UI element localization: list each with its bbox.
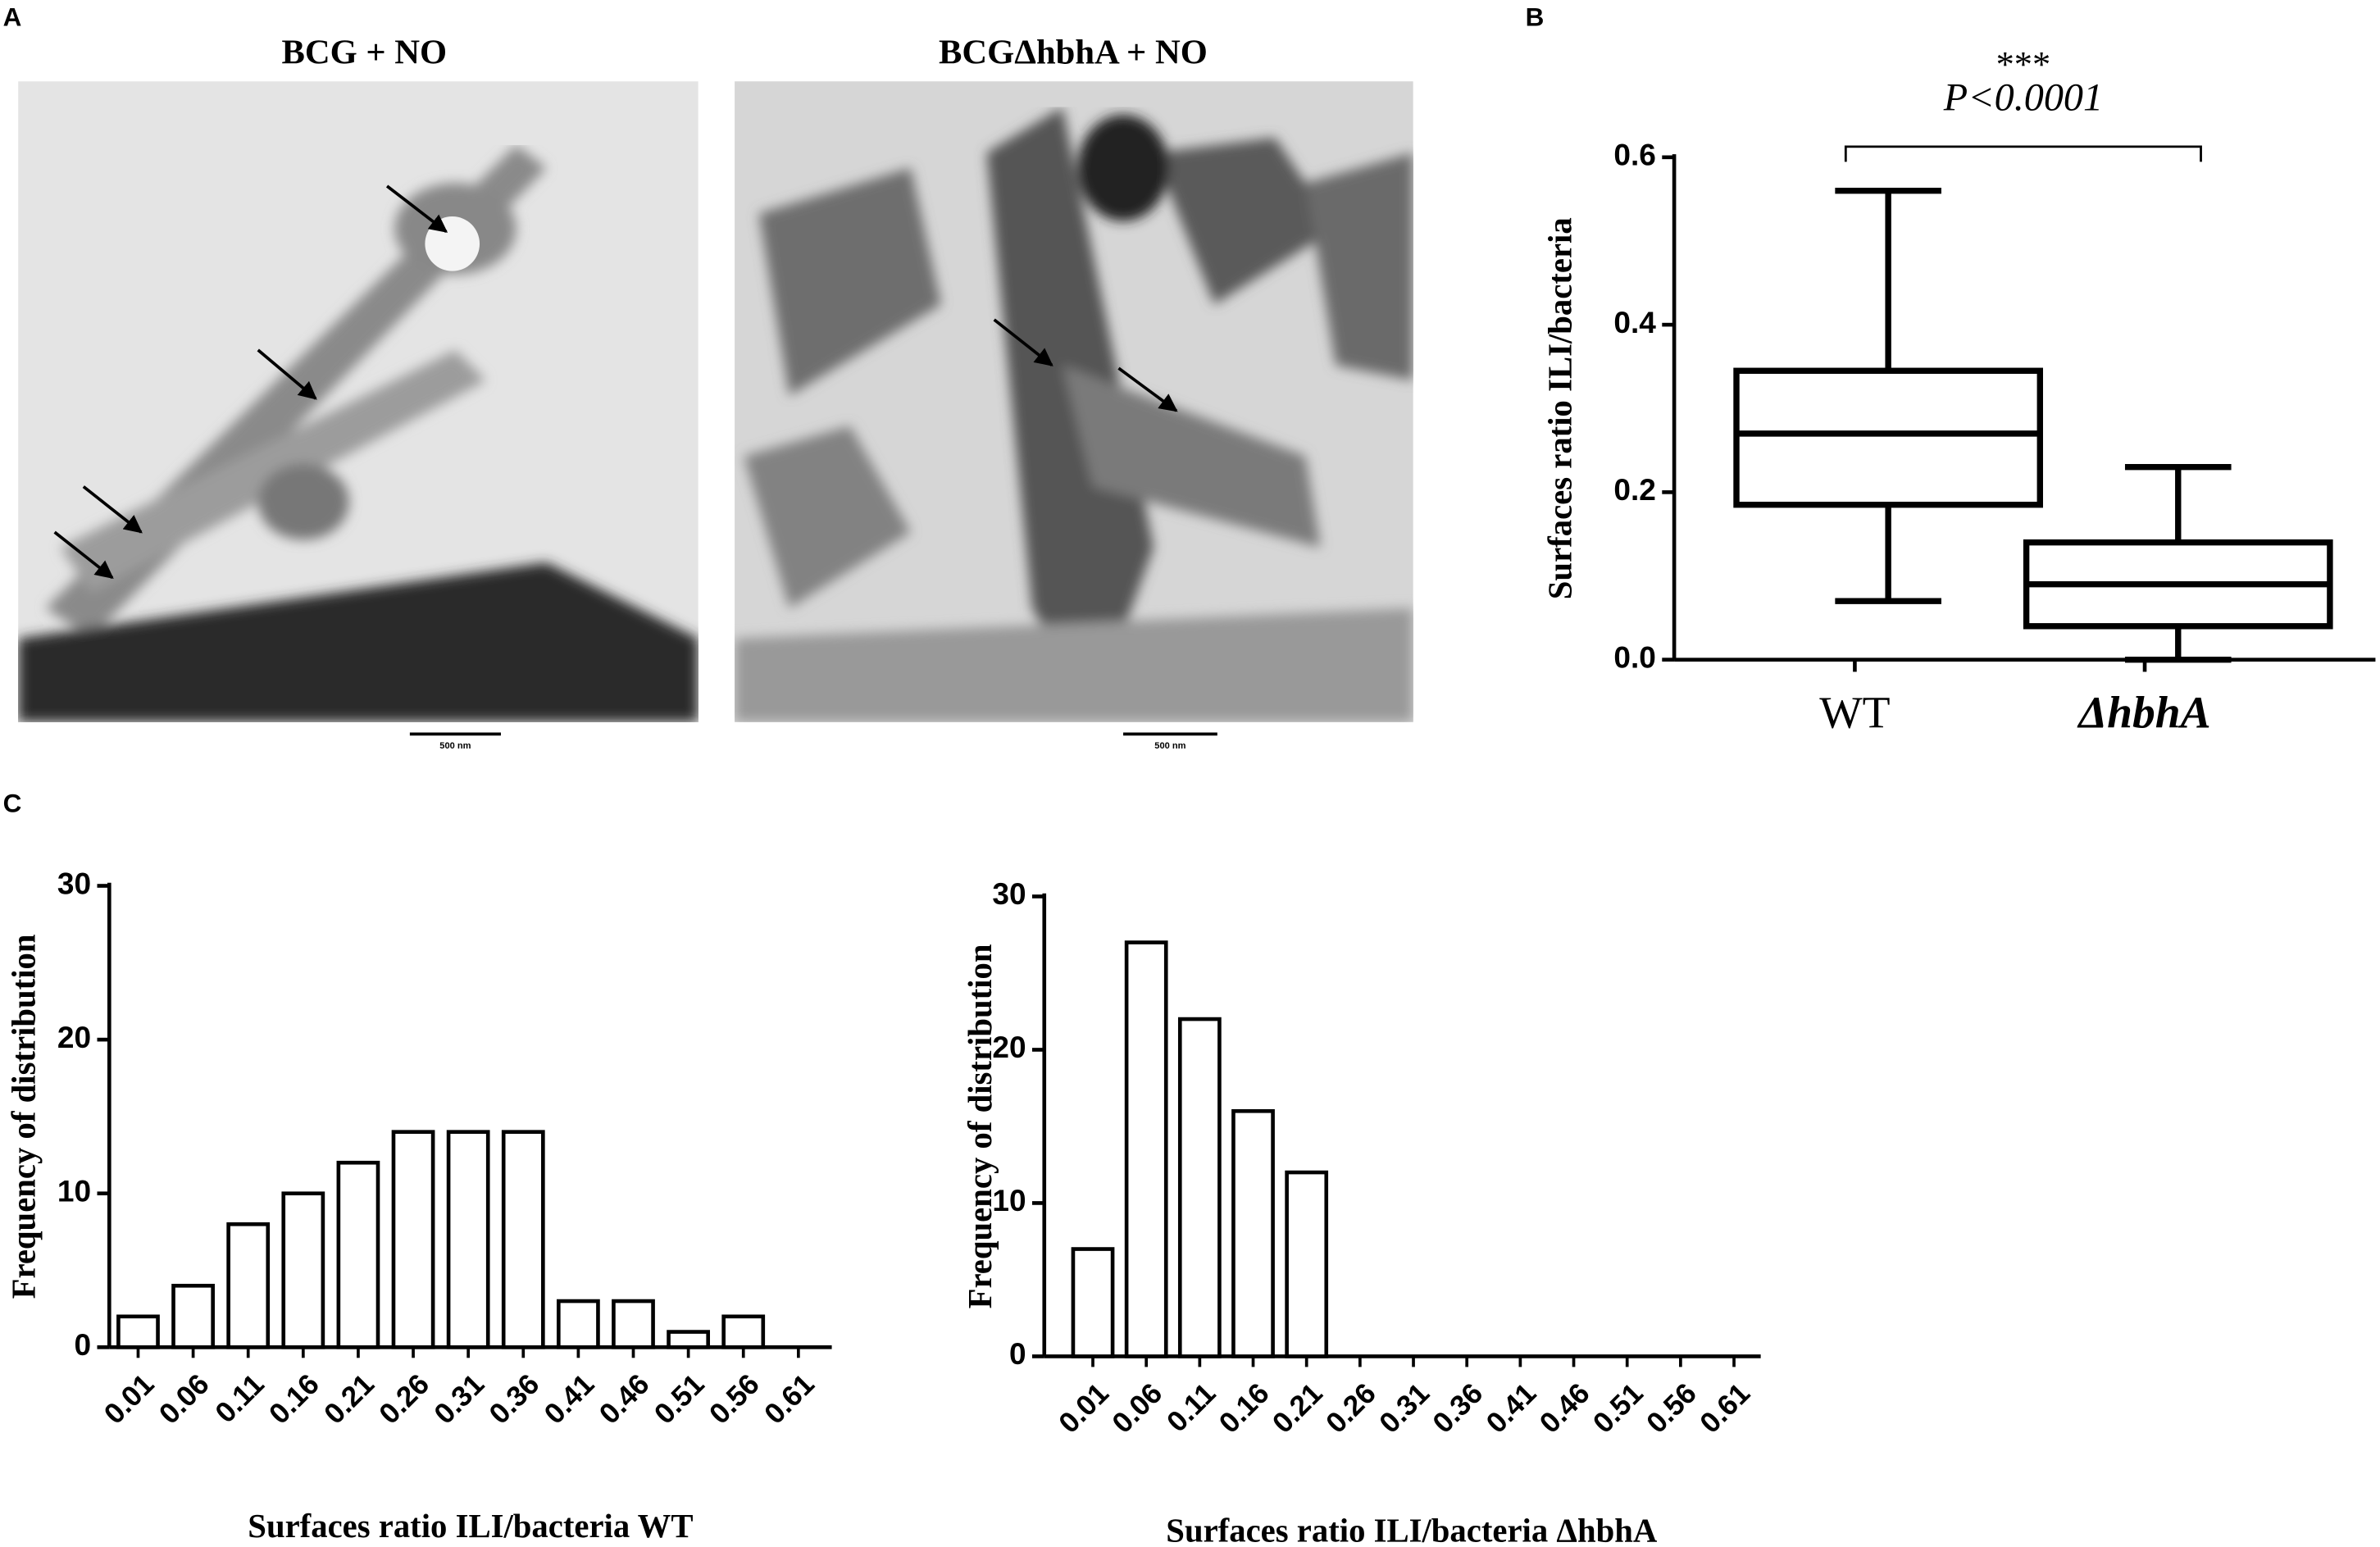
y-axis-label: Frequency of distribution: [962, 944, 999, 1308]
x-tick-label: ΔhbhA: [2077, 689, 2210, 739]
bar: [226, 1222, 271, 1349]
bar: [612, 1299, 655, 1349]
bar: [171, 1283, 215, 1349]
bar: [501, 1130, 545, 1349]
x-tick-label: 0.41: [1480, 1377, 1542, 1440]
significance-stars: ***: [1996, 43, 2051, 84]
bar: [281, 1191, 325, 1349]
x-tick-label: 0.56: [1641, 1377, 1703, 1440]
x-tick-label: 0.51: [648, 1368, 711, 1431]
panel-label: B: [1526, 3, 1545, 32]
bar: [336, 1160, 380, 1349]
x-axis-label: Surfaces ratio ILI/bacteria WT: [248, 1508, 693, 1545]
bar: [1071, 1247, 1115, 1358]
panel-label: A: [3, 3, 22, 32]
scale-bar-label: 500 nm: [439, 741, 471, 751]
x-tick-label: 0.26: [1320, 1377, 1382, 1440]
micrograph-2: [735, 81, 1413, 722]
bar: [446, 1130, 490, 1349]
bar: [391, 1130, 435, 1349]
x-tick-label: 0.36: [1427, 1377, 1489, 1440]
x-tick-label: 0.46: [1534, 1377, 1596, 1440]
bar: [1231, 1108, 1275, 1358]
significance-bracket: [1844, 145, 2202, 162]
y-axis-label: Frequency of distribution: [6, 934, 43, 1299]
bar: [1285, 1170, 1329, 1358]
x-tick-label: 0.51: [1587, 1377, 1650, 1440]
y-axis-label: Surfaces ratio ILI/bacteria: [1541, 217, 1578, 599]
x-tick-label: 0.16: [1213, 1377, 1276, 1440]
scale-bar-label: 500 nm: [1154, 741, 1185, 751]
x-tick-label: 0.61: [758, 1368, 821, 1431]
x-tick-label: 0.06: [1106, 1377, 1168, 1440]
y-tick-label: 30: [992, 876, 1026, 911]
x-axis-label: Surfaces ratio ILI/bacteria ΔhbhA: [1166, 1512, 1658, 1547]
y-tick-label: 0.4: [1613, 305, 1656, 339]
p-value: P<0.0001: [1943, 75, 2103, 119]
y-tick-label: 0: [1009, 1336, 1026, 1371]
x-tick-label: 0.21: [1267, 1377, 1329, 1440]
bar: [667, 1330, 710, 1349]
x-tick-label: 0.41: [538, 1368, 600, 1431]
x-tick-label: 0.16: [263, 1368, 325, 1431]
x-tick-label: 0.06: [153, 1368, 216, 1431]
bar: [557, 1299, 600, 1349]
x-tick-label: WT: [1819, 689, 1890, 739]
y-tick-label: 0: [74, 1327, 91, 1362]
x-tick-label: 0.11: [1161, 1377, 1222, 1439]
y-tick-label: 20: [57, 1020, 91, 1054]
micrograph-1: [18, 81, 699, 722]
y-tick-label: 10: [992, 1183, 1026, 1217]
x-tick-label: 0.36: [483, 1368, 545, 1431]
bar: [116, 1314, 160, 1349]
x-tick-label: 0.56: [703, 1368, 766, 1431]
x-tick-label: 0.26: [373, 1368, 435, 1431]
x-tick-label: 0.01: [1053, 1377, 1115, 1440]
y-tick-label: 0.2: [1613, 472, 1655, 507]
x-tick-label: 0.11: [209, 1368, 271, 1430]
x-tick-label: 0.31: [1373, 1377, 1436, 1440]
x-tick-label: 0.46: [594, 1368, 656, 1431]
x-tick-label: 0.31: [428, 1368, 490, 1431]
x-tick-label: 0.61: [1694, 1377, 1756, 1440]
y-tick-label: 30: [57, 866, 91, 900]
bar: [1177, 1017, 1222, 1358]
y-tick-label: 10: [57, 1174, 91, 1208]
y-tick-label: 0.6: [1613, 138, 1655, 172]
x-tick-label: 0.01: [98, 1368, 161, 1431]
y-tick-label: 20: [992, 1030, 1026, 1064]
panel-label: C: [3, 789, 22, 818]
micrograph-title: BCG + NO: [281, 34, 447, 72]
y-tick-label: 0.0: [1613, 639, 1655, 674]
bar: [1124, 940, 1168, 1358]
box: [1733, 367, 2043, 508]
bar: [721, 1314, 766, 1349]
x-tick-label: 0.21: [318, 1368, 380, 1431]
micrograph-title: BCGΔhbhA + NO: [939, 34, 1208, 72]
